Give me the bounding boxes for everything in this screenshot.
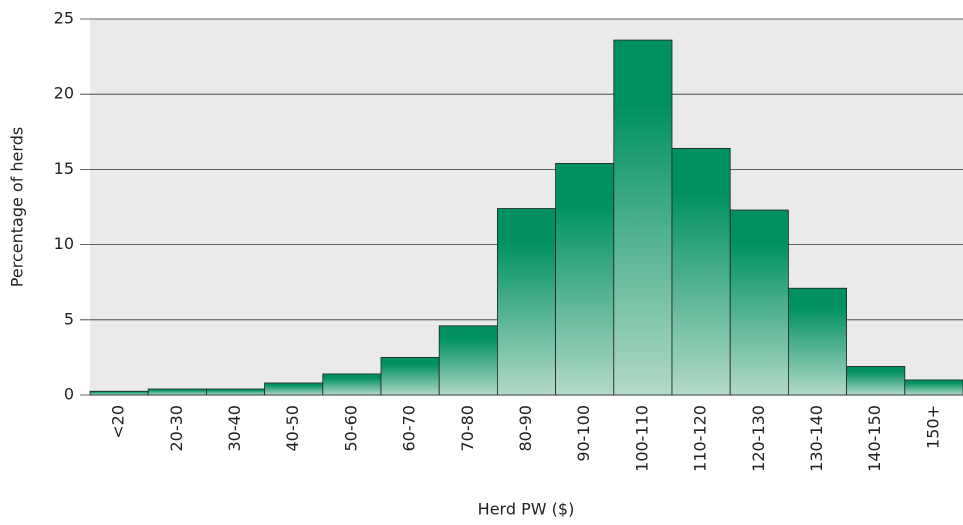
- bar: [555, 162, 615, 396]
- x-tick-label: 40-50: [283, 405, 302, 452]
- x-tick-label: 90-100: [574, 405, 593, 462]
- x-tick-label: 120-130: [749, 405, 768, 472]
- x-tick-label: 70-80: [458, 405, 477, 452]
- y-tick-label: 0: [64, 385, 74, 404]
- bar: [438, 325, 498, 396]
- x-tick-label: <20: [109, 405, 128, 439]
- bar: [205, 388, 265, 396]
- y-tick-label: 10: [54, 234, 74, 253]
- bar: [788, 287, 848, 396]
- bar: [147, 388, 207, 396]
- bar: [729, 209, 789, 396]
- bar: [846, 366, 906, 396]
- x-tick-label: 140-150: [865, 405, 884, 472]
- x-tick-label: 60-70: [400, 405, 419, 452]
- bar: [89, 390, 149, 396]
- y-tick-label: 15: [54, 159, 74, 178]
- x-tick-label: 130-140: [807, 405, 826, 472]
- x-tick-label: 50-60: [341, 405, 360, 452]
- bar: [496, 208, 556, 396]
- bar: [671, 147, 731, 396]
- x-tick-label: 80-90: [516, 405, 535, 452]
- x-tick-label: 150+: [923, 405, 942, 449]
- bar: [613, 39, 673, 396]
- y-tick-label: 20: [54, 84, 74, 103]
- y-tick-label: 25: [54, 9, 74, 28]
- x-tick-label: 110-120: [691, 405, 710, 472]
- x-axis-label: Herd PW ($): [478, 500, 575, 519]
- x-tick-label: 20-30: [167, 405, 186, 452]
- bar: [904, 379, 963, 396]
- bar: [264, 382, 324, 396]
- y-axis-label: Percentage of herds: [8, 127, 27, 287]
- bar: [322, 373, 382, 396]
- x-tick-label: 100-110: [632, 405, 651, 472]
- x-tick-label: 30-40: [225, 405, 244, 452]
- bar: [380, 356, 440, 396]
- y-tick-label: 5: [64, 309, 74, 328]
